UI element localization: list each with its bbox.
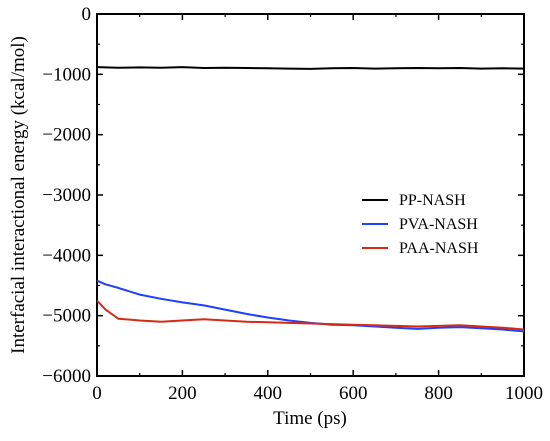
- x-tick-label: 600: [339, 383, 368, 404]
- series-line-paa-nash: [96, 299, 525, 331]
- y-tick-label: −6000: [42, 366, 91, 387]
- x-tick-label: 0: [92, 383, 102, 404]
- legend: PP-NASH PVA-NASH PAA-NASH: [362, 192, 479, 257]
- y-tick-label: −3000: [42, 185, 91, 206]
- y-tick-label: −2000: [42, 125, 91, 146]
- x-tick-label: 1000: [505, 383, 543, 404]
- legend-label: PAA-NASH: [399, 240, 479, 257]
- x-tick-label: 800: [424, 383, 453, 404]
- legend-label: PP-NASH: [399, 192, 466, 209]
- x-tick-label: 200: [168, 383, 197, 404]
- axis-ticks: 0 200 400 600 800 1000 0 −1000 −2000 −3000 −4000 −5…: [42, 4, 543, 404]
- y-tick-label: 0: [82, 4, 92, 25]
- series-line-pp-nash: [96, 66, 525, 70]
- series-layer: [96, 66, 525, 333]
- y-axis-title: Interfacial interactional energy (kcal/m…: [8, 36, 29, 354]
- y-tick-label: −1000: [42, 64, 91, 85]
- x-tick-label: 400: [254, 383, 283, 404]
- legend-label: PVA-NASH: [399, 216, 478, 233]
- y-tick-label: −4000: [42, 245, 91, 266]
- series-line-pva-nash: [96, 279, 525, 333]
- x-axis-title: Time (ps): [273, 408, 347, 429]
- y-tick-label: −5000: [42, 306, 91, 327]
